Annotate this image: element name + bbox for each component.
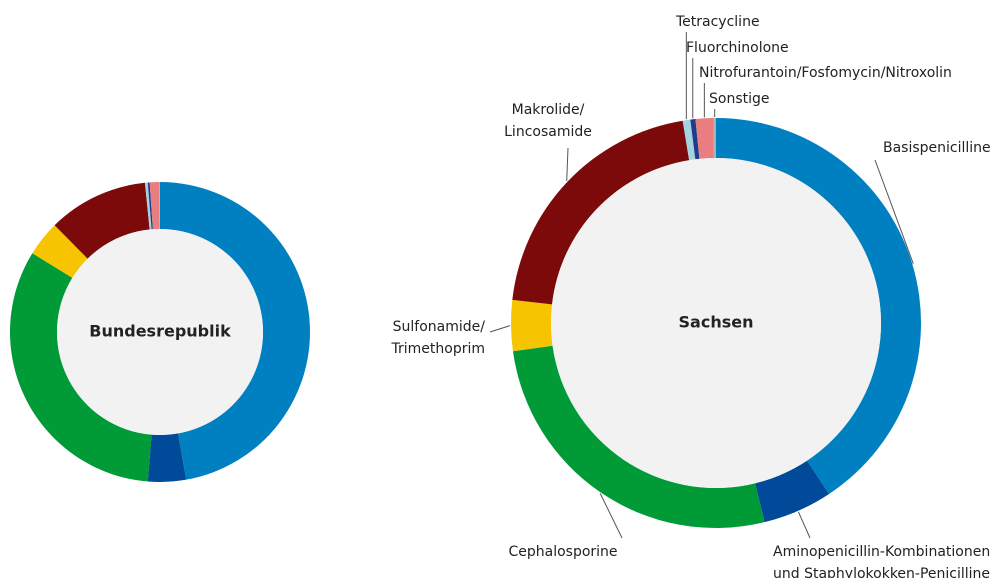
leader-line	[489, 325, 511, 333]
segment	[9, 253, 152, 482]
segment	[147, 182, 153, 230]
segment	[159, 182, 160, 230]
segment-label: Tetracycline	[675, 14, 760, 30]
segment-label: Makrolide/	[512, 102, 585, 118]
leader-line	[874, 159, 914, 264]
segment	[144, 182, 152, 230]
segment-label: Aminopenicillin-Kombinationen	[773, 544, 990, 560]
segment-label: Fluorchinolone	[686, 40, 789, 56]
segment	[54, 182, 150, 259]
segment-label: Cephalosporine	[508, 544, 617, 560]
segment	[690, 119, 700, 160]
segment-label: Basispenicilline	[883, 140, 991, 156]
segment	[147, 433, 187, 482]
donut-hole	[57, 229, 263, 435]
chart-title: Bundesrepublik	[89, 322, 231, 341]
segment-label: und Staphylokokken-Penicilline	[773, 566, 990, 578]
segment	[512, 120, 690, 305]
chart-title: Sachsen	[679, 313, 754, 332]
segment	[149, 182, 160, 230]
segment-label: Trimethoprim	[391, 341, 486, 357]
leader-line	[797, 511, 811, 539]
leader-line	[599, 493, 623, 539]
segment	[160, 182, 311, 480]
segment	[510, 299, 553, 352]
segment	[755, 460, 830, 523]
segment	[512, 345, 765, 529]
leader-line	[566, 147, 569, 182]
segment-label: Sonstige	[709, 91, 770, 107]
segment	[682, 119, 696, 161]
segment-label: Lincosamide	[504, 124, 592, 140]
segment-label: Sulfonamide/	[393, 319, 486, 335]
segment	[32, 225, 88, 278]
segment	[716, 118, 921, 494]
segment	[713, 118, 716, 159]
segment	[695, 118, 714, 159]
donut-hole	[551, 158, 881, 488]
segment-label: Nitrofurantoin/Fosfomycin/Nitroxolin	[699, 65, 952, 81]
